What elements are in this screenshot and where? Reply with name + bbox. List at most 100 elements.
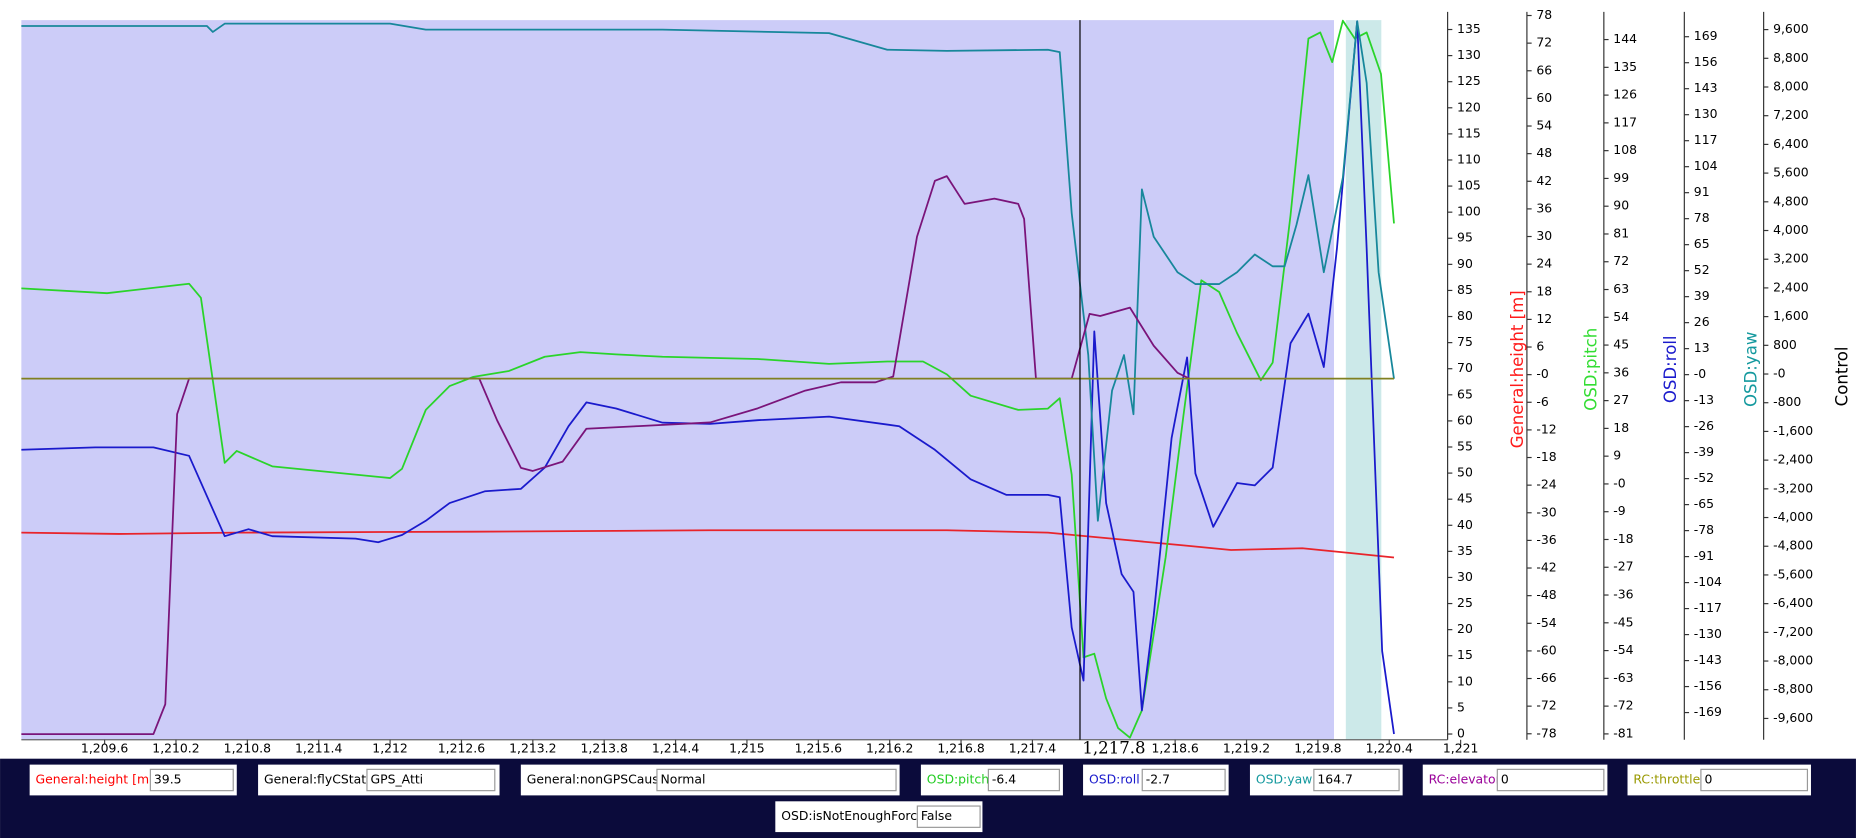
readout-value[interactable]: GPS_Atti (371, 772, 424, 787)
readout-value[interactable]: 0 (1501, 772, 1509, 787)
y-tick-label: 135 (1457, 21, 1481, 36)
y-tick-label: 91 (1694, 184, 1710, 199)
y-tick-label: 1,600 (1773, 308, 1809, 323)
y-tick-label: -72 (1613, 698, 1633, 713)
y-tick-label: 130 (1457, 47, 1481, 62)
y-tick-label: -81 (1613, 725, 1633, 740)
y-tick-label: 95 (1457, 230, 1473, 245)
x-tick-label: 1,212.6 (438, 741, 485, 756)
y-tick-label: 6,400 (1773, 136, 1809, 151)
y-tick-label: 54 (1613, 309, 1629, 324)
readout-value[interactable]: -2.7 (1146, 772, 1170, 787)
y-tick-label: -7,200 (1773, 624, 1813, 639)
y-tick-label: -12 (1536, 421, 1556, 436)
y-tick-label: -63 (1613, 670, 1633, 685)
y-tick-label: 48 (1536, 145, 1552, 160)
readout-input[interactable] (1313, 768, 1400, 792)
y-tick-label: 800 (1773, 337, 1797, 352)
y-tick-label: 99 (1613, 170, 1629, 185)
y-tick-label: 104 (1694, 158, 1718, 173)
x-tick-label: 1,213.8 (581, 741, 628, 756)
y-tick-label: 90 (1457, 256, 1473, 271)
readout-input[interactable] (366, 768, 496, 792)
y-tick-label: -0 (1694, 366, 1706, 381)
readout-input[interactable] (656, 768, 897, 792)
readout-label: RC:elevator (1429, 772, 1502, 787)
y-tick-label: -78 (1694, 522, 1714, 537)
readout-label: OSD:roll (1089, 772, 1140, 787)
y-tick-label: 10 (1457, 673, 1473, 688)
y-tick-label: -26 (1694, 418, 1714, 433)
y-tick-label: -65 (1694, 496, 1714, 511)
y-tick-label: 130 (1694, 106, 1718, 121)
y-axis-title: General:height [m] (1508, 290, 1527, 448)
y-tick-label: 169 (1694, 28, 1718, 43)
y-tick-label: 75 (1457, 334, 1473, 349)
y-axis-title: Control (1832, 346, 1851, 406)
y-tick-label: 90 (1613, 198, 1629, 213)
series-line (21, 19, 1395, 739)
readout-value[interactable]: False (921, 808, 952, 823)
readout-value[interactable]: 0 (1704, 772, 1712, 787)
y-tick-label: -143 (1694, 652, 1722, 667)
y-tick-label: -117 (1694, 600, 1722, 615)
y-tick-label: -72 (1536, 698, 1556, 713)
y-tick-label: 3,200 (1773, 251, 1809, 266)
y-tick-label: -36 (1613, 587, 1633, 602)
y-tick-label: 20 (1457, 621, 1473, 636)
y-tick-label: -800 (1773, 394, 1801, 409)
y-tick-label: 78 (1694, 210, 1710, 225)
y-tick-label: 72 (1536, 35, 1552, 50)
x-tick-label: 1,211.4 (295, 741, 342, 756)
y-tick-label: -54 (1536, 615, 1556, 630)
y-tick-label: 25 (1457, 595, 1473, 610)
y-tick-label: -30 (1536, 504, 1556, 519)
readout-value[interactable]: Normal (661, 772, 706, 787)
y-tick-label: -9,600 (1773, 710, 1813, 725)
readout-input[interactable] (1496, 768, 1605, 792)
y-tick-label: -60 (1536, 642, 1556, 657)
y-tick-label: 5,600 (1773, 165, 1809, 180)
x-tick-label: 1,215 (729, 741, 765, 756)
readout-input[interactable] (916, 805, 981, 828)
y-axis-title: OSD:pitch (1582, 328, 1601, 411)
y-tick-label: -3,200 (1773, 480, 1813, 495)
y-tick-label: -130 (1694, 626, 1722, 641)
y-axis-title: OSD:yaw (1741, 332, 1760, 407)
x-tick-label: 1,210.2 (152, 741, 199, 756)
readout-value[interactable]: 39.5 (154, 772, 182, 787)
y-tick-label: -13 (1694, 392, 1714, 407)
y-tick-label: -78 (1536, 725, 1556, 740)
x-tick-label: 1,221 (1443, 741, 1479, 756)
y-tick-label: 81 (1613, 225, 1629, 240)
cursor-label: 1,217.8 (1082, 739, 1145, 758)
y-tick-label: -45 (1613, 614, 1633, 629)
y-tick-label: 65 (1694, 236, 1710, 251)
y-tick-label: 36 (1536, 200, 1552, 215)
y-tick-label: -6 (1536, 394, 1548, 409)
y-tick-label: 70 (1457, 360, 1473, 375)
y-tick-label: 9 (1613, 448, 1621, 463)
readout-value[interactable]: 164.7 (1317, 772, 1353, 787)
y-tick-label: 60 (1457, 412, 1473, 427)
y-tick-label: -4,000 (1773, 509, 1813, 524)
y-tick-label: -4,800 (1773, 538, 1813, 553)
y-tick-label: 40 (1457, 517, 1473, 532)
y-tick-label: -9 (1613, 503, 1625, 518)
x-tick-label: 1,216.8 (937, 741, 984, 756)
readout-value[interactable]: -6.4 (992, 772, 1016, 787)
y-tick-label: -2,400 (1773, 452, 1813, 467)
y-tick-label: 60 (1536, 90, 1552, 105)
readout-input[interactable] (1700, 768, 1809, 792)
y-tick-label: 78 (1536, 7, 1552, 22)
y-tick-label: 0 (1457, 726, 1465, 741)
x-tick-label: 1,217.4 (1009, 741, 1056, 756)
y-tick-label: -156 (1694, 678, 1722, 693)
y-tick-label: -5,600 (1773, 566, 1813, 581)
readout-input[interactable] (149, 768, 234, 792)
readout-input[interactable] (987, 768, 1060, 792)
y-tick-label: -0 (1773, 366, 1785, 381)
y-tick-label: -6,400 (1773, 595, 1813, 610)
readout-input[interactable] (1141, 768, 1226, 792)
y-tick-label: 65 (1457, 386, 1473, 401)
